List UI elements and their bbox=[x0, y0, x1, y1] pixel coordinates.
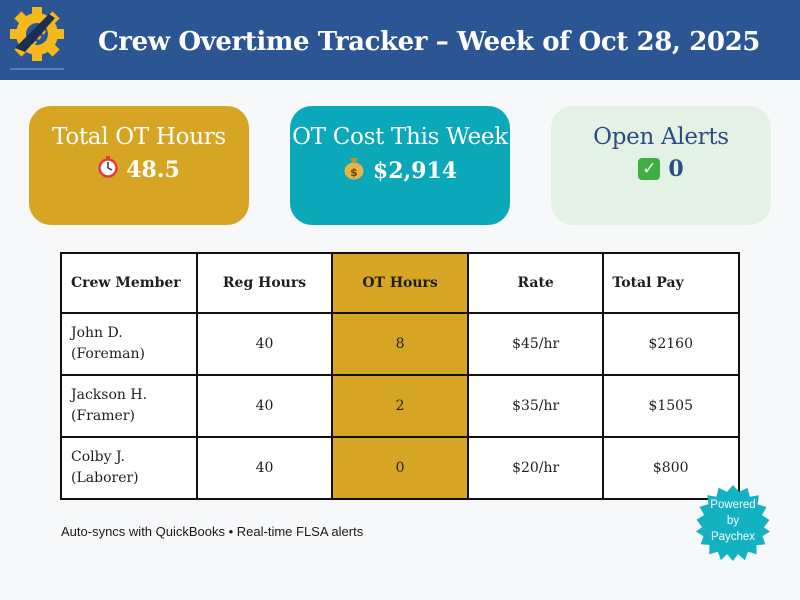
table-row: Colby J. (Laborer) 40 0 $20/hr $800 bbox=[60, 436, 740, 500]
crew-member-name: John D. bbox=[71, 325, 123, 341]
powered-by-badge[interactable] bbox=[694, 484, 772, 562]
crew-member-cell: Jackson H. (Framer) bbox=[60, 374, 198, 438]
footer-note: Auto-syncs with QuickBooks • Real-time F… bbox=[61, 524, 364, 539]
rate-cell: $45/hr bbox=[466, 312, 605, 376]
crew-member-name: Jackson H. bbox=[71, 387, 148, 403]
total-pay-cell: $800 bbox=[602, 436, 740, 500]
open-alerts-value: 0 bbox=[668, 156, 684, 182]
ot-hours-cell: 8 bbox=[331, 312, 469, 376]
crew-member-role: (Framer) bbox=[71, 408, 135, 424]
column-header-ot-hours: OT Hours bbox=[331, 252, 469, 314]
crew-member-role: (Laborer) bbox=[71, 470, 139, 486]
ot-hours-cell: 2 bbox=[331, 374, 469, 438]
powered-by-badge-text: Powered by Paychex bbox=[694, 497, 772, 545]
reg-hours-cell: 40 bbox=[195, 374, 334, 438]
header-bar: Crew Overtime Tracker – Week of Oct 28, … bbox=[0, 0, 800, 80]
gear-road-logo-icon bbox=[10, 7, 64, 70]
table-row: John D. (Foreman) 40 8 $45/hr $2160 bbox=[60, 312, 740, 376]
crew-member-cell: Colby J. (Laborer) bbox=[60, 436, 198, 500]
check-box-icon: ✓ bbox=[638, 158, 661, 180]
badge-line-3: Paychex bbox=[710, 531, 756, 543]
table-row: Jackson H. (Framer) 40 2 $35/hr $1505 bbox=[60, 374, 740, 438]
ot-cost-card: OT Cost This Week $ $2,914 bbox=[290, 106, 510, 225]
rate-cell: $20/hr bbox=[466, 436, 605, 500]
total-ot-hours-card: Total OT Hours 48.5 bbox=[29, 106, 249, 225]
reg-hours-cell: 40 bbox=[195, 436, 334, 500]
ot-cost-label: OT Cost This Week bbox=[292, 124, 508, 150]
ot-cost-value-row: $ $2,914 bbox=[290, 156, 510, 185]
total-pay-cell: $2160 bbox=[602, 312, 740, 376]
total-ot-hours-label: Total OT Hours bbox=[52, 124, 226, 150]
column-header-reg-hours: Reg Hours bbox=[195, 252, 334, 314]
table-header-row: Crew Member Reg Hours OT Hours Rate Tota… bbox=[60, 252, 740, 314]
money-bag-icon: $ bbox=[343, 156, 365, 185]
page-title: Crew Overtime Tracker – Week of Oct 28, … bbox=[98, 27, 760, 57]
crew-member-name: Colby J. bbox=[71, 449, 125, 465]
stopwatch-icon bbox=[98, 156, 118, 183]
open-alerts-card: Open Alerts ✓ 0 bbox=[551, 106, 771, 225]
total-ot-hours-value: 48.5 bbox=[126, 156, 180, 183]
reg-hours-cell: 40 bbox=[195, 312, 334, 376]
svg-text:$: $ bbox=[350, 166, 358, 179]
column-header-rate: Rate bbox=[466, 252, 605, 314]
open-alerts-label: Open Alerts bbox=[593, 124, 729, 150]
column-header-crew-member: Crew Member bbox=[60, 252, 198, 314]
badge-starburst bbox=[696, 485, 770, 561]
ot-hours-cell: 0 bbox=[331, 436, 469, 500]
crew-member-role: (Foreman) bbox=[71, 346, 145, 362]
ot-cost-value: $2,914 bbox=[372, 157, 458, 184]
crew-overtime-table: Crew Member Reg Hours OT Hours Rate Tota… bbox=[60, 252, 740, 500]
total-ot-hours-value-row: 48.5 bbox=[29, 156, 249, 183]
open-alerts-value-row: ✓ 0 bbox=[551, 156, 771, 182]
crew-member-cell: John D. (Foreman) bbox=[60, 312, 198, 376]
column-header-total-pay: Total Pay bbox=[602, 252, 740, 314]
badge-line-1: Powered bbox=[710, 499, 756, 511]
rate-cell: $35/hr bbox=[466, 374, 605, 438]
total-pay-cell: $1505 bbox=[602, 374, 740, 438]
badge-line-2: by bbox=[726, 515, 740, 527]
